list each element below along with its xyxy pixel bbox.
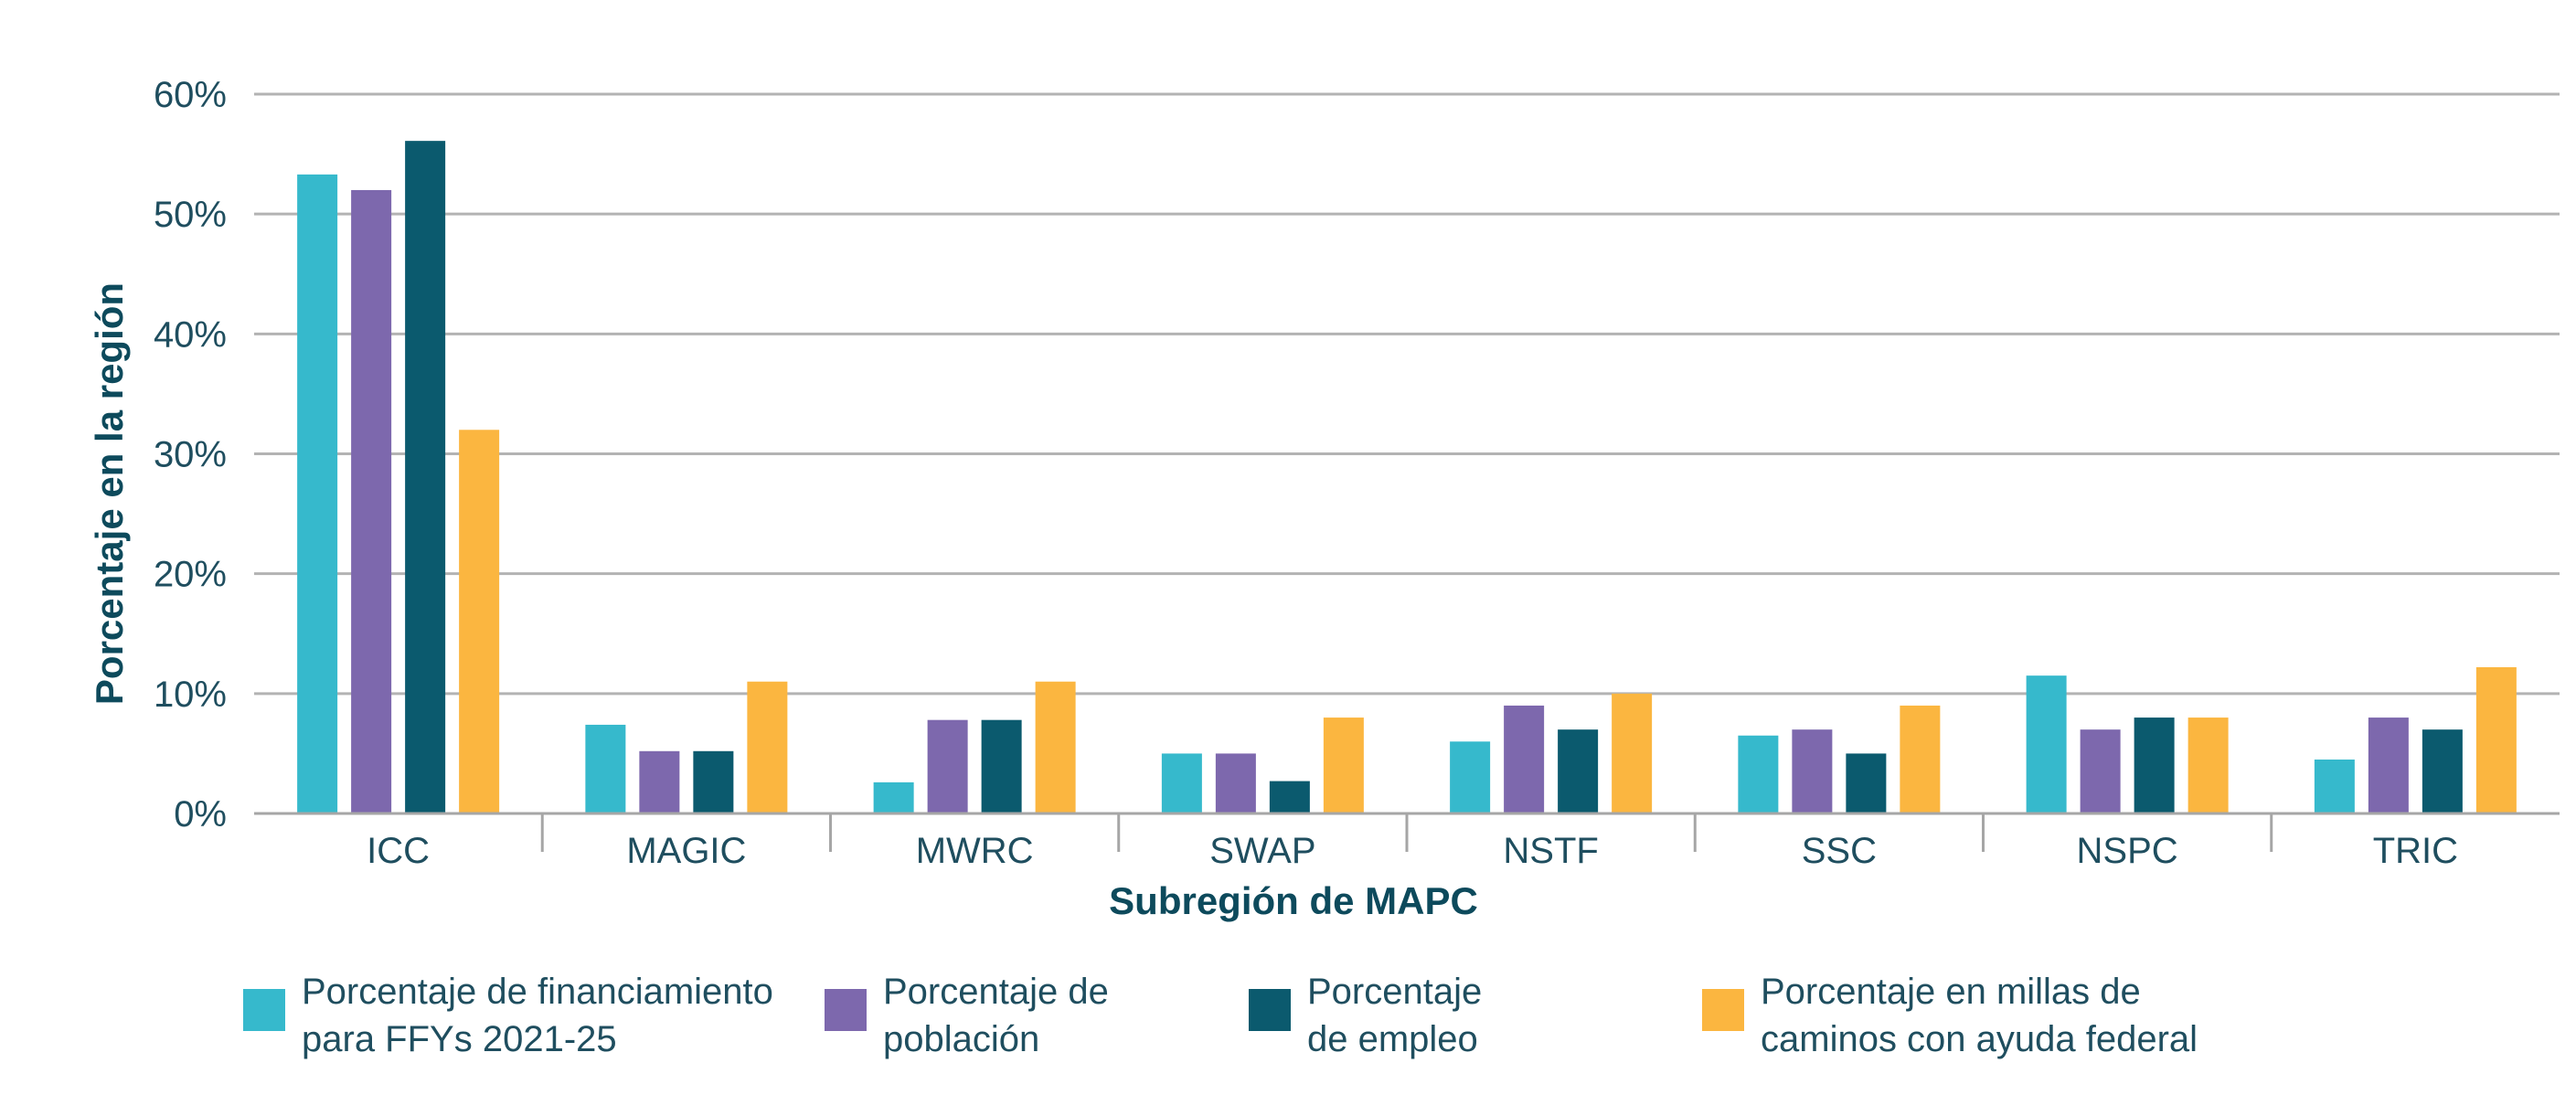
bar (747, 681, 788, 813)
y-tick-label: 30% (154, 435, 227, 475)
legend-label: de empleo (1307, 1019, 1478, 1059)
y-axis-title: Porcentaje en la región (88, 282, 131, 705)
bar-group-mwrc (873, 681, 1076, 813)
legend-item: Porcentaje de financiamiento para FFYs 20… (243, 972, 773, 1059)
bar (693, 750, 734, 813)
bar (2026, 675, 2067, 813)
legend-item: Porcentaje de empleo (1249, 972, 1482, 1059)
bar (1900, 705, 1941, 813)
bar (2080, 729, 2121, 813)
y-tick-label: 50% (154, 195, 227, 235)
legend-swatch (243, 989, 285, 1031)
category-labels: ICC MAGIC MWRC SWAP NSTF SSC NSPC TRIC (367, 831, 2458, 871)
bar-group-nstf (1450, 693, 1653, 813)
y-tick-label: 20% (154, 555, 227, 595)
legend-swatch (1249, 989, 1291, 1031)
bar-group-ssc (1738, 705, 1941, 813)
category-label: NSPC (2077, 831, 2178, 871)
x-axis (254, 812, 2560, 852)
bar-group-icc (297, 141, 500, 814)
bar-group-magic (585, 681, 788, 813)
bar (1504, 705, 1545, 813)
legend-label: para FFYs 2021-25 (302, 1019, 617, 1059)
y-tick-label: 40% (154, 314, 227, 355)
bar (1792, 729, 1833, 813)
legend: Porcentaje de financiamiento para FFYs 20… (243, 972, 2198, 1059)
bar (1035, 681, 1076, 813)
legend-label: Porcentaje (1307, 972, 1482, 1012)
bar (2187, 718, 2229, 813)
bar (585, 724, 626, 813)
y-tick-labels: 0% 10% 20% 30% 40% 50% 60% (154, 75, 227, 835)
bar (1738, 735, 1779, 813)
bar (927, 719, 968, 813)
bars (297, 141, 2517, 814)
category-label: NSTF (1503, 831, 1598, 871)
category-label: SWAP (1209, 831, 1315, 871)
bar-group-swap (1161, 718, 1364, 813)
y-tick-label: 0% (174, 794, 227, 835)
bar (1161, 753, 1202, 813)
bar (873, 781, 914, 813)
category-label: MAGIC (626, 831, 746, 871)
bar-group-tric (2314, 666, 2517, 813)
legend-label: Porcentaje de financiamiento (302, 972, 773, 1012)
legend-item: Porcentaje de población (825, 972, 1109, 1059)
bar (1846, 753, 1887, 813)
legend-label: Porcentaje en millas de (1761, 972, 2141, 1012)
bar (297, 174, 338, 814)
legend-label: caminos con ayuda federal (1761, 1019, 2198, 1059)
legend-label: Porcentaje de (883, 972, 1109, 1012)
bar (1450, 741, 1491, 813)
y-tick-label: 60% (154, 75, 227, 115)
bar (1269, 781, 1310, 813)
bar (1323, 718, 1364, 813)
bar (639, 750, 680, 813)
legend-item: Porcentaje en millas de caminos con ayuda… (1702, 972, 2198, 1059)
bar (405, 141, 446, 813)
bar (1612, 693, 1653, 813)
bar (351, 189, 392, 813)
category-label: SSC (1802, 831, 1877, 871)
bar (2134, 718, 2175, 813)
category-label: ICC (367, 831, 430, 871)
bar (981, 719, 1022, 813)
bar (2422, 729, 2463, 813)
legend-swatch (1702, 989, 1744, 1031)
category-label: MWRC (916, 831, 1034, 871)
bar (2475, 666, 2517, 813)
category-label: TRIC (2373, 831, 2458, 871)
bar (1215, 753, 1256, 813)
gridlines (254, 92, 2560, 696)
bar-group-nspc (2026, 675, 2229, 813)
legend-label: población (883, 1019, 1039, 1059)
legend-swatch (825, 989, 867, 1031)
bar (1558, 729, 1599, 813)
x-axis-title: Subregión de MAPC (1109, 879, 1478, 922)
y-tick-label: 10% (154, 675, 227, 715)
bar (459, 430, 500, 813)
bar (2314, 759, 2355, 813)
bar (2368, 718, 2409, 813)
